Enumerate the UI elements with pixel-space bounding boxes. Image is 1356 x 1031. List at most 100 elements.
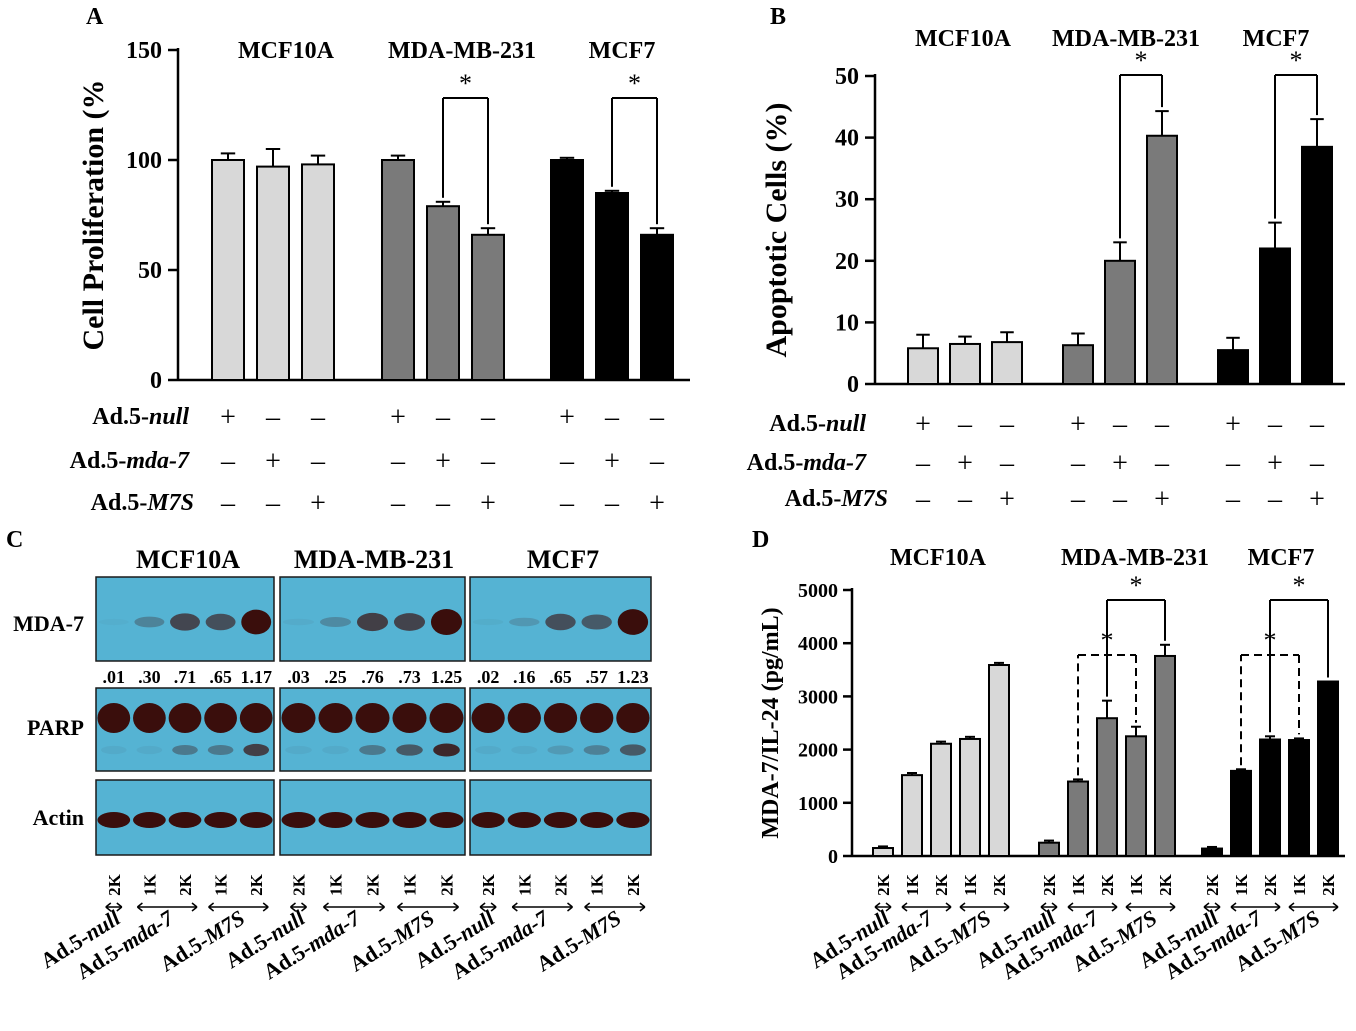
y-tick-label: 50 [138,258,162,284]
actin-band [239,812,273,828]
arrow-head [379,906,385,912]
quantification-value: .16 [513,667,536,687]
bar [907,347,939,386]
arrow-head [290,906,296,912]
arrow-head [1003,902,1010,908]
arrow-head [901,902,908,908]
treatment-mark: – [480,402,496,433]
lane-dose-label: 2K [1098,873,1117,896]
treatment-mark: – [1309,409,1325,440]
treatment-mark: + [915,409,931,440]
arrow-head [584,902,591,908]
treatment-mark: + [265,446,281,477]
vector-name: M7S [146,490,194,516]
arrow-head [1051,906,1058,912]
cleaved-parp-band [285,745,312,755]
arrow-head [116,902,123,908]
y-tick-label: 0 [847,372,859,398]
arrow-head [511,902,518,908]
actin-band [204,812,237,828]
arrow-head [1169,902,1176,908]
arrow-head [105,906,112,912]
arrow-head [262,906,269,912]
treatment-mark: – [265,488,281,519]
arrow-head [1214,906,1221,912]
bar [1259,247,1291,385]
arrow-head [1040,902,1047,908]
bar [1154,654,1176,858]
y-axis-label: Apoptotic Cells (%) [760,103,793,358]
group-label: MCF10A [890,545,987,571]
parp-band [204,703,237,733]
bar [949,342,981,385]
treatment-mark: + [1154,484,1170,515]
arrow-head [1125,906,1132,912]
treatment-row-label: Ad.5-mda-7 [70,448,190,474]
arrow-head [1332,902,1339,908]
treatment-mark: – [1070,484,1086,515]
lane-dose-label: 1K [1127,873,1146,896]
blot-group-label: MCF7 [527,545,599,574]
bar [1067,780,1089,858]
group-label: MDA-MB-231 [388,38,536,64]
blot-row-label: PARP [27,715,84,740]
lane-dose-label: 2K [1156,873,1175,896]
treatment-mark: – [390,488,406,519]
blot-group-label: MDA-MB-231 [294,545,454,574]
arrow-head [323,906,329,912]
treatment-row-label: Ad.5-null [769,411,866,437]
treatment-mark: – [310,402,326,433]
bar [1201,847,1223,858]
arrow-head [208,902,215,908]
group-label: MCF10A [915,26,1012,52]
significance-star: * [1101,626,1114,655]
quantification-value: .65 [549,667,572,687]
arrow-head [1111,902,1118,908]
significance-star: * [459,69,472,98]
lane-dose-label: 1K [212,873,231,896]
mda7-band [393,613,426,631]
lane-dose-label: 2K [290,873,309,896]
parp-band [471,703,505,733]
bar [1317,680,1339,858]
cleaved-parp-band [547,745,574,755]
group-label: MCF7 [1243,26,1310,52]
treatment-mark: – [957,484,973,515]
treatment-mark: – [1267,409,1283,440]
bar [1104,259,1136,385]
bar [426,205,460,381]
treatment-mark: + [1309,484,1325,515]
bar [1096,717,1118,857]
cleaved-parp-band [322,745,349,755]
y-tick-label: 50 [835,64,859,90]
cleaved-parp-band [243,743,270,757]
treatment-mark: + [999,484,1015,515]
treatment-mark: + [220,402,236,433]
cleaved-parp-band [583,745,610,755]
arrow-head [874,906,881,912]
lane-dose-label: 1K [327,873,346,896]
mda7-band [545,613,576,631]
treatment-mark: – [265,402,281,433]
parp-band [281,703,316,733]
arrow-head [323,902,329,908]
y-tick-label: 1000 [798,793,838,815]
treatment-mark: – [1309,448,1325,479]
arrow-head [885,902,892,908]
arrow-head [1332,906,1339,912]
arrow-head [945,902,952,908]
treatment-mark: – [999,409,1015,440]
treatment-row-label: Ad.5-null [92,404,189,430]
vector-name: mda-7 [803,450,867,476]
y-tick-label: 100 [126,148,162,174]
significance-star: * [1264,626,1277,655]
arrow-head [1274,902,1281,908]
y-axis-label: MDA-7/IL-24 (pg/mL) [758,607,784,838]
bar [1062,344,1094,385]
arrow-head [1214,902,1221,908]
lane-dose-label: 1K [1290,873,1309,896]
vector-prefix: Ad.5- [785,486,842,512]
treatment-mark: – [310,446,326,477]
arrow-head [136,906,143,912]
actin-band [392,812,427,828]
